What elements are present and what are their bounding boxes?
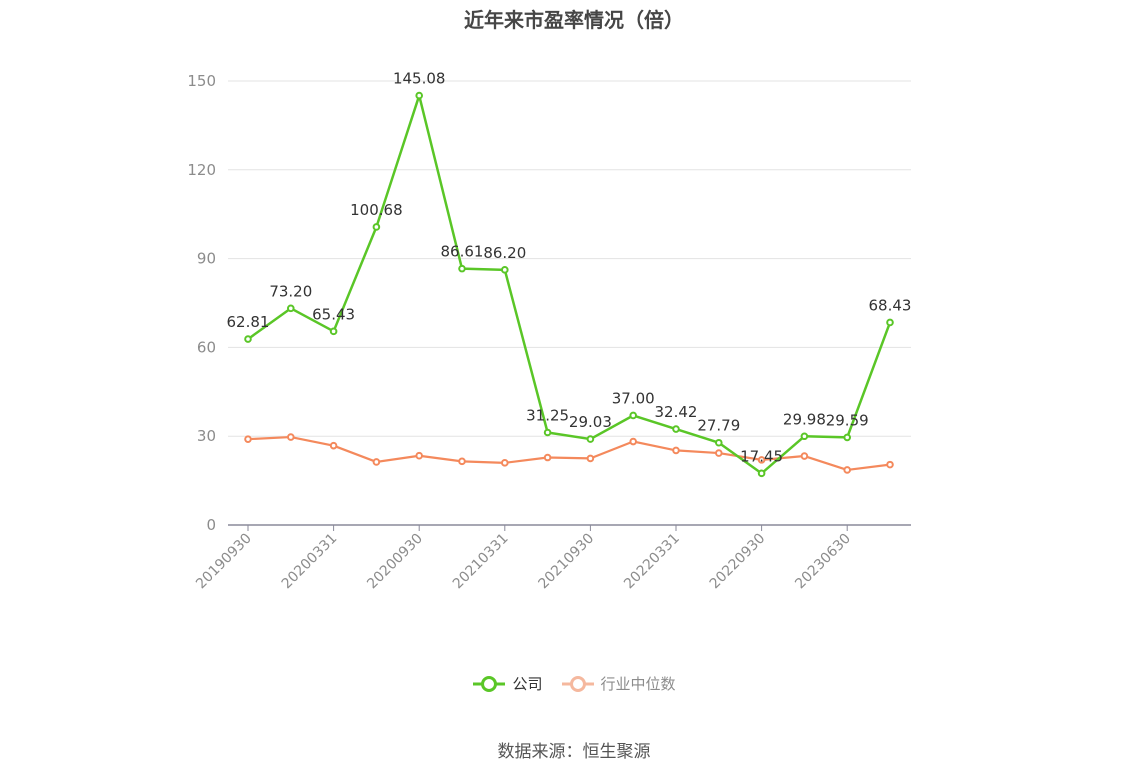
company-point xyxy=(715,438,723,447)
data-label: 86.61 xyxy=(441,243,484,261)
x-tick-label: 20220930 xyxy=(707,531,769,593)
industry-point xyxy=(672,446,680,455)
industry-point xyxy=(586,454,595,463)
series-industry xyxy=(244,433,894,474)
legend: 公司 行业中位数 xyxy=(0,673,1148,694)
legend-company-label: 公司 xyxy=(512,675,543,693)
company-line xyxy=(247,94,892,475)
x-tick-label: 20210930 xyxy=(536,531,598,593)
company-point xyxy=(586,435,595,443)
industry-point xyxy=(715,449,723,457)
legend-industry-label: 行业中位数 xyxy=(600,675,676,693)
x-tick-label: 20190930 xyxy=(193,531,255,593)
company-point xyxy=(672,425,680,433)
industry-point xyxy=(287,433,295,441)
chart-title: 近年来市盈率情况（倍） xyxy=(464,8,684,32)
industry-point xyxy=(757,456,766,464)
company-point xyxy=(244,335,252,343)
industry-point xyxy=(415,451,424,460)
data-label: 31.25 xyxy=(526,407,569,425)
y-tick-label: 150 xyxy=(187,72,216,90)
company-point xyxy=(843,433,852,442)
data-label: 86.20 xyxy=(483,244,526,262)
legend-item-industry[interactable]: 行业中位数 xyxy=(561,673,676,694)
legend-company-marker-icon xyxy=(473,675,506,692)
data-label: 65.43 xyxy=(312,305,355,323)
industry-point xyxy=(629,437,638,446)
industry-point xyxy=(329,441,338,450)
industry-point xyxy=(244,435,252,443)
y-tick-label: 90 xyxy=(197,250,216,268)
industry-point xyxy=(458,457,466,466)
data-label: 29.98 xyxy=(783,410,826,428)
series-company xyxy=(244,91,894,478)
data-label: 29.03 xyxy=(569,413,612,431)
legend-industry-marker-icon xyxy=(561,675,594,692)
company-point xyxy=(757,469,766,478)
data-label: 68.43 xyxy=(869,296,912,314)
company-point xyxy=(543,428,552,437)
legend-item-company[interactable]: 公司 xyxy=(472,673,543,694)
company-point xyxy=(287,304,295,313)
industry-point xyxy=(501,459,509,467)
y-tick-label: 0 xyxy=(206,516,216,534)
company-point xyxy=(372,223,381,231)
data-label: 32.42 xyxy=(655,403,698,421)
x-tick-label: 20200930 xyxy=(364,531,426,593)
company-point xyxy=(458,264,466,273)
industry-point xyxy=(886,460,894,469)
company-point xyxy=(415,91,424,100)
data-label: 62.81 xyxy=(227,313,270,331)
industry-point xyxy=(800,452,809,460)
data-label: 37.00 xyxy=(612,389,655,407)
source-text: 数据来源：恒生聚源 xyxy=(497,742,651,762)
data-label: 73.20 xyxy=(269,282,312,300)
company-point xyxy=(800,432,809,441)
company-point xyxy=(629,411,638,420)
x-tick-label: 20220331 xyxy=(621,531,683,593)
industry-point xyxy=(843,466,852,474)
industry-point xyxy=(543,453,552,462)
data-label: 17.45 xyxy=(740,447,783,465)
x-tick-label: 20210331 xyxy=(450,531,512,593)
y-tick-label: 30 xyxy=(197,427,216,445)
data-label: 29.59 xyxy=(826,411,869,429)
data-label: 100.68 xyxy=(350,201,403,219)
x-tick-label: 20230630 xyxy=(792,531,854,593)
industry-point xyxy=(372,458,381,466)
x-tick-label: 20200331 xyxy=(279,531,341,593)
industry-line xyxy=(247,435,891,472)
data-label: 27.79 xyxy=(697,417,740,435)
data-label: 145.08 xyxy=(393,70,446,88)
y-tick-label: 60 xyxy=(197,338,216,356)
company-point xyxy=(501,266,509,274)
company-point xyxy=(329,327,338,336)
y-tick-label: 120 xyxy=(187,161,216,179)
company-point xyxy=(886,318,894,327)
